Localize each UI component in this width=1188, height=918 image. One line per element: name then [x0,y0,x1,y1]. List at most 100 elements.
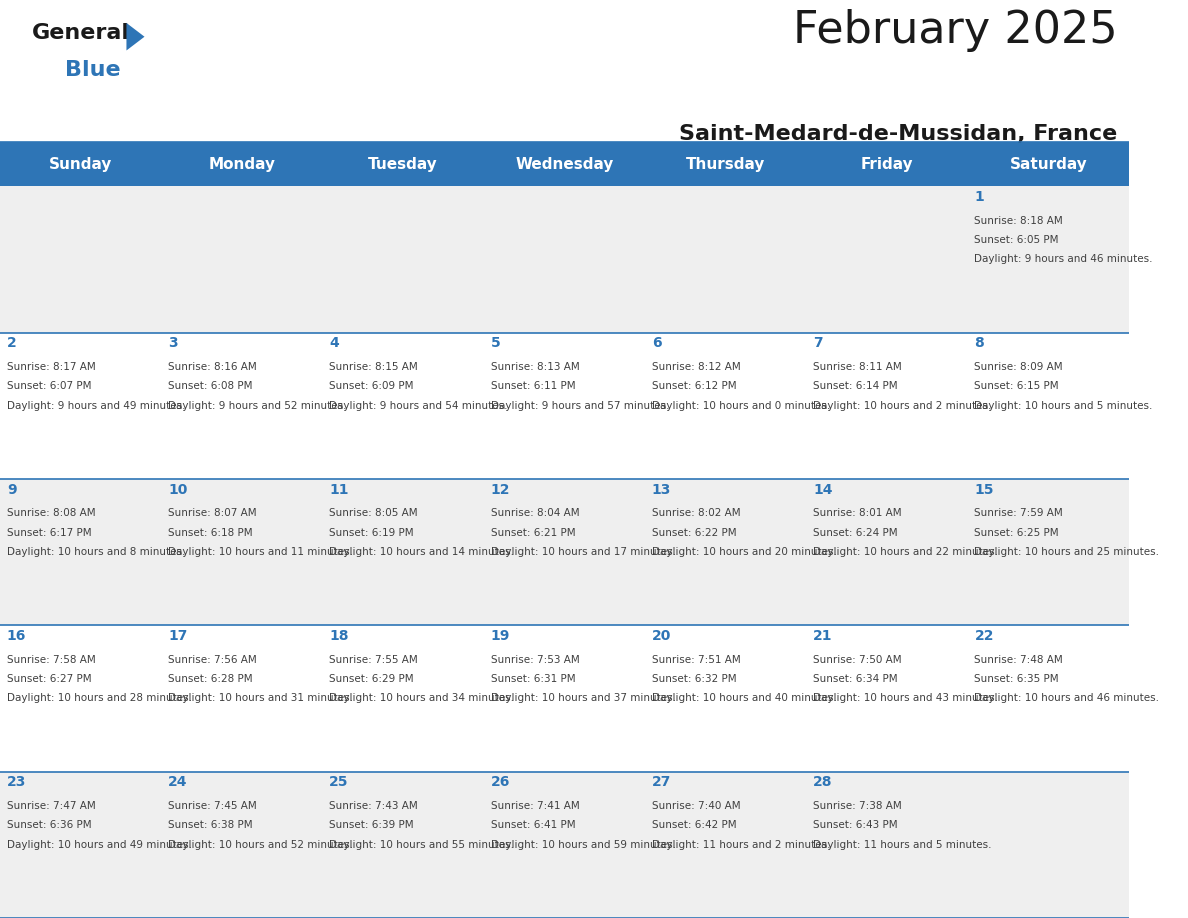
Text: Sunrise: 8:01 AM: Sunrise: 8:01 AM [814,509,902,519]
Polygon shape [126,23,145,50]
Text: Daylight: 11 hours and 2 minutes.: Daylight: 11 hours and 2 minutes. [652,840,830,849]
Text: Sunrise: 8:02 AM: Sunrise: 8:02 AM [652,509,740,519]
Text: 18: 18 [329,629,349,643]
Bar [807,625,968,772]
Text: Daylight: 10 hours and 11 minutes.: Daylight: 10 hours and 11 minutes. [168,547,353,557]
Text: 20: 20 [652,629,671,643]
Text: 16: 16 [7,629,26,643]
Text: Sunrise: 7:40 AM: Sunrise: 7:40 AM [652,801,740,811]
Text: Sunrise: 7:38 AM: Sunrise: 7:38 AM [814,801,902,811]
Bar [484,332,645,479]
Text: Daylight: 10 hours and 17 minutes.: Daylight: 10 hours and 17 minutes. [491,547,676,557]
Bar [484,772,645,918]
Bar [0,142,162,186]
Text: 15: 15 [974,483,994,497]
Text: Sunrise: 7:55 AM: Sunrise: 7:55 AM [329,655,418,665]
Bar [645,332,807,479]
Text: Sunrise: 8:12 AM: Sunrise: 8:12 AM [652,362,740,372]
Text: 24: 24 [168,776,188,789]
Bar [323,625,484,772]
Text: 14: 14 [814,483,833,497]
Text: Sunrise: 7:59 AM: Sunrise: 7:59 AM [974,509,1063,519]
Text: 3: 3 [168,336,178,351]
Text: 19: 19 [491,629,510,643]
Text: Sunset: 6:36 PM: Sunset: 6:36 PM [7,821,91,830]
Bar [0,186,162,332]
Text: Sunrise: 7:58 AM: Sunrise: 7:58 AM [7,655,95,665]
Text: Sunset: 6:41 PM: Sunset: 6:41 PM [491,821,575,830]
Text: 21: 21 [814,629,833,643]
Text: Daylight: 10 hours and 5 minutes.: Daylight: 10 hours and 5 minutes. [974,400,1152,410]
Text: Sunrise: 7:41 AM: Sunrise: 7:41 AM [491,801,580,811]
Text: Daylight: 9 hours and 46 minutes.: Daylight: 9 hours and 46 minutes. [974,254,1154,264]
Text: Sunset: 6:31 PM: Sunset: 6:31 PM [491,674,575,684]
Text: Sunset: 6:35 PM: Sunset: 6:35 PM [974,674,1060,684]
Text: Daylight: 9 hours and 54 minutes.: Daylight: 9 hours and 54 minutes. [329,400,507,410]
Text: 25: 25 [329,776,349,789]
Text: Daylight: 10 hours and 40 minutes.: Daylight: 10 hours and 40 minutes. [652,693,836,703]
Text: Friday: Friday [861,157,914,172]
Text: Daylight: 10 hours and 0 minutes.: Daylight: 10 hours and 0 minutes. [652,400,830,410]
Text: Sunset: 6:07 PM: Sunset: 6:07 PM [7,381,91,391]
Text: Sunrise: 7:53 AM: Sunrise: 7:53 AM [491,655,580,665]
Text: Saint-Medard-de-Mussidan, France: Saint-Medard-de-Mussidan, France [680,124,1118,144]
Text: Daylight: 9 hours and 52 minutes.: Daylight: 9 hours and 52 minutes. [168,400,347,410]
Text: Daylight: 9 hours and 57 minutes.: Daylight: 9 hours and 57 minutes. [491,400,669,410]
Bar [968,332,1129,479]
Text: Sunrise: 8:04 AM: Sunrise: 8:04 AM [491,509,580,519]
Bar [484,142,645,186]
Text: Sunrise: 8:16 AM: Sunrise: 8:16 AM [168,362,257,372]
Text: 2: 2 [7,336,17,351]
Text: 12: 12 [491,483,510,497]
Text: Sunrise: 7:56 AM: Sunrise: 7:56 AM [168,655,257,665]
Text: February 2025: February 2025 [794,9,1118,52]
Text: Sunrise: 8:15 AM: Sunrise: 8:15 AM [329,362,418,372]
Text: Sunset: 6:25 PM: Sunset: 6:25 PM [974,528,1060,538]
Text: Daylight: 10 hours and 31 minutes.: Daylight: 10 hours and 31 minutes. [168,693,353,703]
Text: Sunrise: 7:43 AM: Sunrise: 7:43 AM [329,801,418,811]
Text: Daylight: 10 hours and 2 minutes.: Daylight: 10 hours and 2 minutes. [814,400,992,410]
Bar [323,186,484,332]
Bar [968,625,1129,772]
Text: Saturday: Saturday [1010,157,1087,172]
Text: 13: 13 [652,483,671,497]
Bar [0,625,162,772]
Text: Sunrise: 7:47 AM: Sunrise: 7:47 AM [7,801,95,811]
Text: Sunset: 6:29 PM: Sunset: 6:29 PM [329,674,413,684]
Text: 11: 11 [329,483,349,497]
Text: Sunset: 6:21 PM: Sunset: 6:21 PM [491,528,575,538]
Bar [162,479,323,625]
Text: Sunset: 6:15 PM: Sunset: 6:15 PM [974,381,1060,391]
Text: Daylight: 10 hours and 28 minutes.: Daylight: 10 hours and 28 minutes. [7,693,191,703]
Bar [807,142,968,186]
Bar [645,142,807,186]
Bar [484,479,645,625]
Bar [0,772,162,918]
Text: Wednesday: Wednesday [516,157,614,172]
Bar [0,332,162,479]
Bar [162,625,323,772]
Text: 9: 9 [7,483,17,497]
Bar [323,479,484,625]
Text: Sunset: 6:14 PM: Sunset: 6:14 PM [814,381,898,391]
Bar [645,625,807,772]
Text: Sunset: 6:19 PM: Sunset: 6:19 PM [329,528,413,538]
Text: Daylight: 10 hours and 22 minutes.: Daylight: 10 hours and 22 minutes. [814,547,998,557]
Text: Daylight: 9 hours and 49 minutes.: Daylight: 9 hours and 49 minutes. [7,400,185,410]
Bar [162,332,323,479]
Text: 10: 10 [168,483,188,497]
Text: Sunrise: 8:09 AM: Sunrise: 8:09 AM [974,362,1063,372]
Bar [807,479,968,625]
Text: Daylight: 10 hours and 25 minutes.: Daylight: 10 hours and 25 minutes. [974,547,1159,557]
Text: Daylight: 10 hours and 20 minutes.: Daylight: 10 hours and 20 minutes. [652,547,836,557]
Text: Thursday: Thursday [687,157,765,172]
Text: Sunset: 6:12 PM: Sunset: 6:12 PM [652,381,737,391]
Text: Sunset: 6:09 PM: Sunset: 6:09 PM [329,381,413,391]
Bar [645,772,807,918]
Bar [807,332,968,479]
Bar [162,142,323,186]
Text: Sunset: 6:28 PM: Sunset: 6:28 PM [168,674,253,684]
Text: Sunset: 6:05 PM: Sunset: 6:05 PM [974,235,1059,245]
Text: Sunset: 6:22 PM: Sunset: 6:22 PM [652,528,737,538]
Text: Sunrise: 7:48 AM: Sunrise: 7:48 AM [974,655,1063,665]
